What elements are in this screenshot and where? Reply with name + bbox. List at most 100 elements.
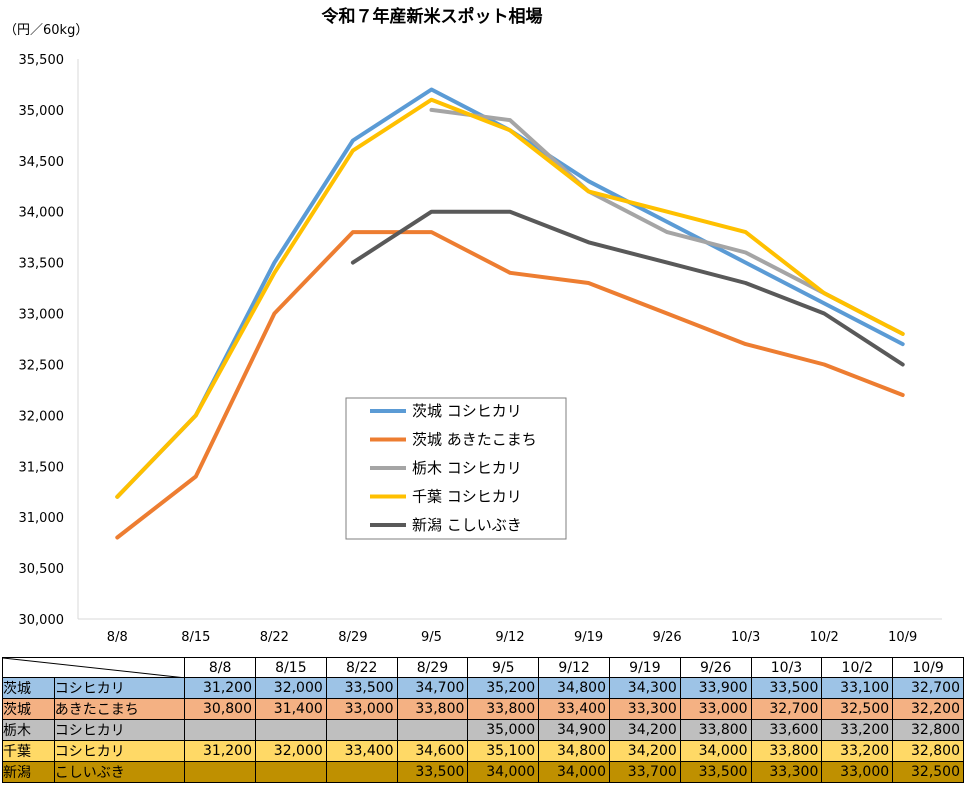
table-header-cell: 8/8 <box>184 657 256 678</box>
table-cell: 33,800 <box>467 698 540 720</box>
table-cell: 32,000 <box>255 740 327 762</box>
table-cell: 32,000 <box>255 677 327 699</box>
y-tick-label: 31,000 <box>19 511 65 526</box>
legend-entry: 栃木 コシヒカリ <box>412 459 522 477</box>
series-lines <box>115 87 905 540</box>
table-cell: 33,300 <box>608 698 681 720</box>
y-tick-label: 35,500 <box>19 53 65 68</box>
table-row: 千葉 コシヒカリ 31,200 32,000 33,400 34,600 35,100 34,… <box>2 740 964 762</box>
y-axis-ticks: 30,000 30,500 31,000 31,500 32,000 32,500 33,0… <box>19 53 65 628</box>
table-cell: 32,700 <box>750 698 823 720</box>
row-prefecture: 栃木 <box>2 719 55 741</box>
table-cell: 34,800 <box>538 677 610 699</box>
table-row: 新潟 こしいぶき 33,500 34,000 34,000 33,700 33,500 33,… <box>2 761 964 783</box>
legend-entry: 新潟 こしいぶき <box>412 516 522 534</box>
x-tick-label: 8/29 <box>338 630 367 645</box>
table-cell: 33,100 <box>821 677 894 699</box>
table-cell: 33,500 <box>396 761 469 783</box>
table-cell: 33,000 <box>325 698 398 720</box>
table-cell: 32,700 <box>892 677 964 699</box>
y-tick-label: 32,500 <box>19 358 65 373</box>
table-cell <box>325 761 398 783</box>
y-tick-label: 33,500 <box>19 257 65 272</box>
table-cell: 34,000 <box>538 761 610 783</box>
y-tick-label: 35,000 <box>19 104 65 119</box>
table-cell: 33,500 <box>679 761 752 783</box>
table-cell: 31,400 <box>255 698 327 720</box>
table-header-cell: 8/15 <box>255 657 327 678</box>
table-cell: 33,000 <box>679 698 752 720</box>
table-cell: 33,500 <box>325 677 398 699</box>
table-cell: 31,200 <box>184 740 256 762</box>
table-cell: 35,200 <box>467 677 540 699</box>
legend-entry: 茨城 あきたこまち <box>412 431 537 449</box>
x-tick-label: 9/26 <box>652 630 681 645</box>
table-cell: 34,700 <box>396 677 469 699</box>
series-line-5 <box>350 209 905 367</box>
table-header-row: 8/8 8/15 8/22 8/29 9/5 9/12 9/19 9/26 10/3 10/2 10… <box>1 657 964 678</box>
table-cell: 35,000 <box>467 719 540 741</box>
table-row: 茨城 あきたこまち 30,800 31,400 33,000 33,800 33,800 33… <box>2 698 964 720</box>
corner-diagonal <box>3 658 177 677</box>
row-variety: コシヒカリ <box>53 740 186 762</box>
table-cell: 32,200 <box>892 698 964 720</box>
table-cell: 33,300 <box>750 761 823 783</box>
series-line-2 <box>115 230 905 540</box>
table-cell: 34,800 <box>538 740 610 762</box>
x-axis-ticks: 8/8 8/15 8/22 8/29 9/5 9/12 9/19 9/26 10/3 10/2 10… <box>107 630 918 645</box>
row-prefecture: 茨城 <box>2 698 55 720</box>
series-line-4 <box>115 97 905 499</box>
x-tick-label: 8/22 <box>260 630 289 645</box>
table-cell: 33,200 <box>821 740 894 762</box>
table-cell: 34,200 <box>608 740 681 762</box>
row-prefecture: 千葉 <box>2 740 55 762</box>
y-tick-label: 30,500 <box>19 562 65 577</box>
y-tick-label: 34,000 <box>19 206 65 221</box>
table-cell: 34,600 <box>396 740 469 762</box>
table-cell <box>184 761 256 783</box>
table-cell: 33,600 <box>750 719 823 741</box>
table-cell: 34,000 <box>467 761 540 783</box>
y-axis-label: （円／60kg） <box>4 23 88 38</box>
table-header-cell: 9/19 <box>608 657 681 678</box>
table-cell: 33,700 <box>608 761 681 783</box>
x-tick-label: 8/15 <box>181 630 210 645</box>
table-cell <box>255 719 327 741</box>
table-cell: 33,800 <box>396 698 469 720</box>
y-tick-label: 32,000 <box>19 409 65 424</box>
x-tick-label: 10/9 <box>888 630 917 645</box>
table-cell: 33,400 <box>325 740 398 762</box>
line-chart: 令和７年産新米スポット相場 （円／60kg） 30,000 30,500 31,00… <box>4 6 942 645</box>
row-prefecture: 茨城 <box>2 677 55 699</box>
table-header-cell: 8/29 <box>396 657 469 678</box>
row-variety: あきたこまち <box>53 698 186 720</box>
x-tick-label: 10/2 <box>810 630 839 645</box>
table-body: 茨城 コシヒカリ 31,200 32,000 33,500 34,700 35,200 34,… <box>2 677 964 783</box>
table-cell: 33,800 <box>679 719 752 741</box>
data-table: 8/8 8/15 8/22 8/29 9/5 9/12 9/19 9/26 10/3 10/2 10… <box>1 657 964 783</box>
legend-box <box>345 397 567 540</box>
table-cell <box>325 719 398 741</box>
y-tick-label: 33,000 <box>19 308 65 323</box>
y-tick-label: 30,000 <box>19 613 65 628</box>
chart-title: 令和７年産新米スポット相場 <box>322 6 543 27</box>
x-tick-label: 9/5 <box>421 630 442 645</box>
row-variety: コシヒカリ <box>53 677 186 699</box>
table-header-cell: 9/5 <box>467 657 540 678</box>
y-tick-label: 34,500 <box>19 155 65 170</box>
row-prefecture: 新潟 <box>2 761 55 783</box>
table-cell: 32,800 <box>892 740 964 762</box>
table-header-cell: 9/12 <box>538 657 610 678</box>
row-variety: こしいぶき <box>53 761 186 783</box>
table-header-cell: 9/26 <box>679 657 752 678</box>
table-cell: 34,200 <box>608 719 681 741</box>
x-tick-label: 9/12 <box>495 630 524 645</box>
x-tick-label: 8/8 <box>107 630 128 645</box>
table-cell: 34,900 <box>538 719 610 741</box>
table-cell: 32,800 <box>892 719 964 741</box>
table-cell <box>396 719 469 741</box>
table-cell: 32,500 <box>892 761 964 783</box>
legend-entry: 茨城 コシヒカリ <box>412 402 522 420</box>
table-corner-cell <box>1 657 186 678</box>
